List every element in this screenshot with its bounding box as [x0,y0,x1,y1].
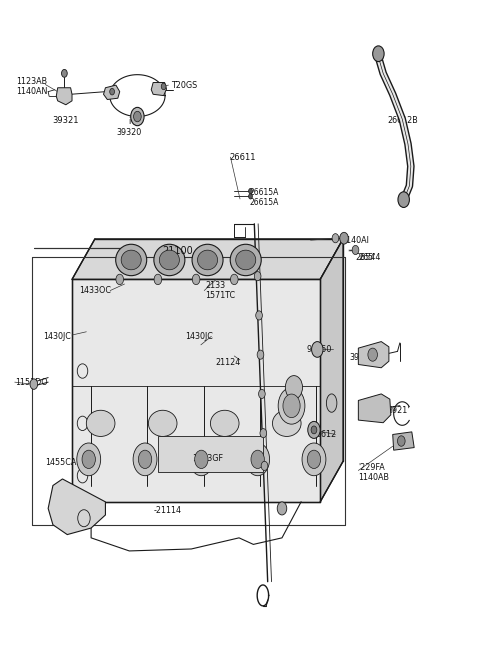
Text: 1455CA: 1455CA [45,458,77,467]
Circle shape [195,450,208,468]
Circle shape [277,502,287,515]
Text: 1573GF: 1573GF [192,453,223,463]
Text: 1123AB
1140AN: 1123AB 1140AN [16,77,47,96]
Text: 38612: 38612 [312,430,336,439]
Ellipse shape [273,410,301,436]
Circle shape [257,350,264,359]
Polygon shape [151,83,167,96]
Ellipse shape [154,244,185,276]
Ellipse shape [210,410,239,436]
Polygon shape [72,239,343,279]
Circle shape [308,421,320,438]
Circle shape [278,388,305,424]
Circle shape [397,436,405,446]
Circle shape [302,443,326,476]
Bar [158,436,263,472]
Circle shape [372,46,384,62]
Circle shape [116,274,123,284]
Circle shape [340,233,348,244]
Text: -21114: -21114 [153,506,181,515]
Text: T20GS: T20GS [171,81,197,89]
Polygon shape [72,279,320,502]
Text: 26612B: 26612B [387,116,418,125]
Text: '140AI: '140AI [344,236,369,244]
Polygon shape [393,432,414,450]
Ellipse shape [230,244,261,276]
Text: 2133
1571TC: 2133 1571TC [205,281,236,300]
Text: 1430JC: 1430JC [185,332,213,341]
Circle shape [285,376,302,399]
Circle shape [249,189,252,194]
Ellipse shape [326,394,337,412]
Polygon shape [104,85,120,99]
Polygon shape [56,88,72,104]
Ellipse shape [116,244,147,276]
Text: 1151DO: 1151DO [15,378,48,387]
Ellipse shape [159,250,180,270]
Circle shape [190,443,213,476]
Circle shape [131,107,144,125]
Circle shape [254,271,261,281]
Ellipse shape [236,250,256,270]
Text: 26611: 26611 [229,152,256,162]
Circle shape [256,311,263,320]
Circle shape [246,443,270,476]
Polygon shape [359,394,391,422]
Circle shape [133,111,141,122]
Text: '229FA
1140AB: '229FA 1140AB [359,463,389,482]
Polygon shape [359,342,389,368]
Circle shape [30,379,37,390]
Circle shape [261,461,268,470]
Circle shape [82,450,96,468]
Circle shape [230,274,238,284]
Text: 2654: 2654 [356,254,376,262]
Circle shape [311,426,317,434]
Circle shape [138,450,152,468]
Circle shape [332,234,339,243]
Circle shape [259,390,265,399]
Circle shape [283,394,300,418]
Text: 39180: 39180 [350,353,375,363]
Circle shape [110,89,115,95]
Ellipse shape [86,410,115,436]
Text: 1433OC: 1433OC [79,286,111,295]
Polygon shape [48,479,106,535]
Text: 265'4: 265'4 [359,254,381,262]
Text: 26615A
26615A: 26615A 26615A [250,188,279,208]
Circle shape [368,348,377,361]
Circle shape [249,194,252,199]
Circle shape [251,450,264,468]
Circle shape [77,443,101,476]
Ellipse shape [148,410,177,436]
Text: 21124: 21124 [215,358,240,367]
Circle shape [307,450,321,468]
Ellipse shape [121,250,141,270]
Text: 1430JC: 1430JC [43,332,71,341]
Circle shape [133,443,157,476]
Ellipse shape [198,250,217,270]
Text: i
39320: i 39320 [117,118,142,137]
Text: 94750: 94750 [307,345,332,354]
Circle shape [161,83,166,90]
Circle shape [61,70,67,78]
Text: 21100: 21100 [163,246,193,256]
Text: 39321: 39321 [53,116,79,125]
Polygon shape [320,239,343,502]
Circle shape [352,246,359,254]
Circle shape [192,274,200,284]
Text: 3921': 3921' [387,406,409,415]
Ellipse shape [192,244,223,276]
Circle shape [260,428,267,438]
Circle shape [398,192,409,208]
Circle shape [312,342,323,357]
Circle shape [154,274,162,284]
